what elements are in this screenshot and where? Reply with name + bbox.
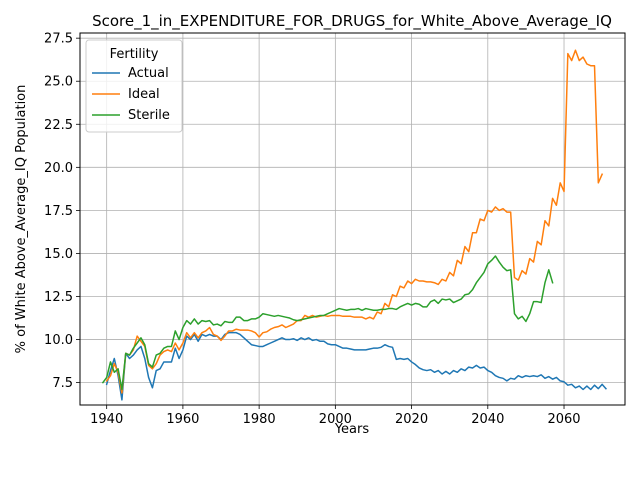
- y-tick-label: 27.5: [44, 32, 73, 47]
- grid: [80, 33, 625, 405]
- x-axis: 1940 1960 1980 2000 2020 2040 2060: [90, 405, 581, 427]
- series-line-sterile: [101, 255, 554, 391]
- y-tick-label: 12.5: [44, 290, 73, 305]
- y-tick-label: 17.5: [44, 204, 73, 219]
- legend-label-sterile: Sterile: [128, 108, 170, 123]
- series-layer: [101, 49, 607, 401]
- y-tick-label: 7.5: [52, 376, 73, 391]
- x-tick-label: 2000: [319, 412, 352, 427]
- series-line-actual: [105, 331, 607, 401]
- x-tick-label: 2040: [471, 412, 504, 427]
- y-tick-label: 20.0: [44, 161, 73, 176]
- legend: Fertility Actual Ideal Sterile: [85, 39, 183, 133]
- y-tick-label: 15.0: [44, 247, 73, 262]
- x-tick-label: 1980: [243, 412, 276, 427]
- y-tick-label: 22.5: [44, 118, 73, 133]
- legend-entries: Actual Ideal Sterile: [92, 66, 170, 123]
- legend-label-ideal: Ideal: [128, 87, 160, 102]
- series-line-ideal: [105, 49, 604, 394]
- legend-label-actual: Actual: [128, 66, 169, 81]
- y-tick-label: 10.0: [44, 333, 73, 348]
- x-tick-label: 2020: [395, 412, 428, 427]
- legend-title: Fertility: [110, 47, 159, 62]
- legend-box: [85, 39, 183, 133]
- x-tick-label: 2060: [547, 412, 580, 427]
- y-axis: 7.5 10.0 12.5 15.0 17.5 20.0 22.5 25.0 27.5: [44, 32, 80, 391]
- y-tick-label: 25.0: [44, 75, 73, 90]
- x-tick-label: 1960: [166, 412, 199, 427]
- plot-frame: [79, 32, 626, 406]
- y-axis-label: % of White Above_Average_IQ Population: [14, 85, 29, 354]
- x-axis-label: Years: [334, 422, 370, 437]
- chart-title: Score_1_in_EXPENDITURE_FOR_DRUGS_for_Whi…: [92, 12, 612, 31]
- x-tick-label: 1940: [90, 412, 123, 427]
